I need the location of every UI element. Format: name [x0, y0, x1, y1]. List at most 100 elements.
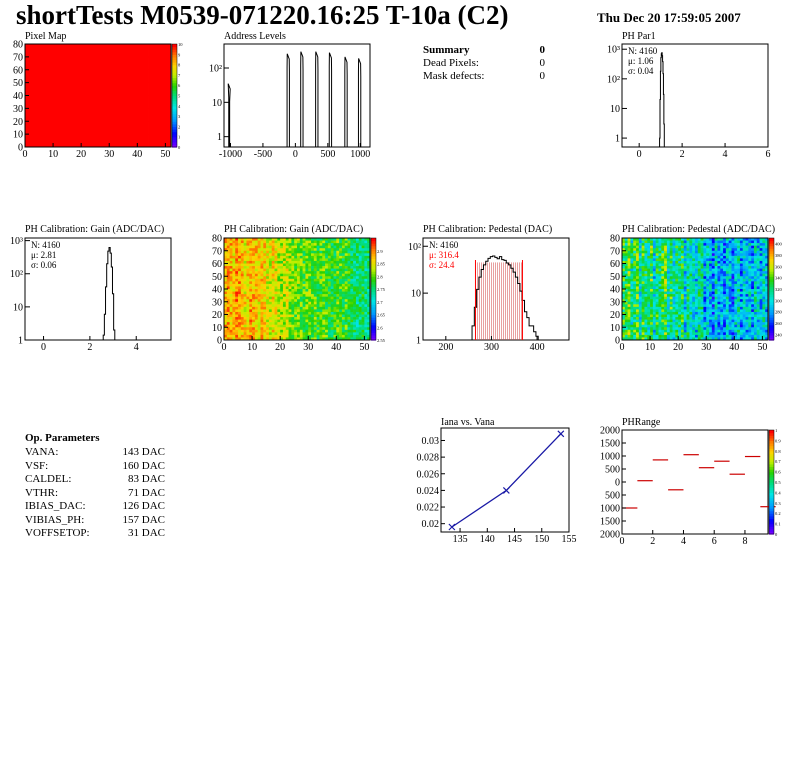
heatmap-cell	[322, 240, 326, 244]
heatmap-cell	[285, 260, 289, 264]
heatmap-cell	[675, 238, 679, 241]
heatmap-cell	[709, 278, 713, 282]
heatmap-cell	[636, 294, 640, 297]
heatmap-cell	[361, 306, 365, 310]
heatmap-cell	[238, 238, 242, 241]
heatmap-cell	[274, 332, 278, 336]
heatmap-cell	[680, 248, 685, 252]
heatmap-cell	[254, 322, 258, 325]
heatmap-cell	[695, 329, 699, 333]
heatmap-cell	[311, 250, 315, 254]
heatmap-cell	[683, 291, 687, 295]
heatmap-cell	[709, 306, 713, 310]
heatmap-cell	[706, 317, 710, 320]
heatmap-cell	[69, 108, 82, 122]
heatmap-cell	[226, 243, 230, 246]
heatmap-cell	[319, 268, 323, 272]
heatmap-cell	[647, 304, 651, 308]
heatmap-cell	[313, 296, 317, 300]
heatmap-cell	[720, 250, 724, 254]
heatmap-cell	[240, 322, 244, 325]
heatmap-cell	[748, 332, 752, 336]
heatmap-cell	[751, 296, 755, 300]
heatmap-cell	[737, 309, 741, 313]
heatmap-cell	[347, 258, 351, 262]
heatmap-cell	[686, 314, 690, 318]
heatmap-cell	[638, 299, 642, 303]
heatmap-cell	[232, 329, 236, 333]
heatmap-cell	[636, 260, 640, 264]
color-scale-label: 0.4	[775, 490, 781, 495]
heatmap-cell	[249, 322, 253, 325]
heatmap-cell	[311, 311, 315, 315]
heatmap-cell	[680, 294, 685, 297]
heatmap-cell	[277, 329, 281, 333]
heatmap-cell	[664, 286, 668, 290]
heatmap-cell	[714, 243, 718, 246]
heatmap-cell	[266, 283, 270, 287]
heatmap-cell	[316, 266, 320, 269]
heatmap-cell	[737, 301, 741, 305]
heatmap-cell	[266, 276, 270, 280]
color-scale	[768, 429, 775, 535]
heatmap-cell	[709, 245, 713, 249]
heatmap-cell	[753, 276, 758, 280]
heatmap-cell	[364, 327, 368, 331]
color-scale-band	[172, 72, 177, 76]
heatmap-cell	[347, 286, 351, 290]
heatmap-cell	[644, 260, 648, 264]
heatmap-cell	[641, 258, 645, 262]
heatmap-cell	[742, 291, 746, 295]
heatmap-cell	[277, 332, 281, 336]
heatmap-cell	[126, 108, 138, 122]
heatmap-cell	[762, 291, 766, 295]
heatmap-cell	[630, 255, 634, 259]
heatmap-cell	[686, 327, 690, 331]
heatmap-cell	[661, 304, 665, 308]
heatmap-cell	[268, 271, 273, 274]
heatmap-cell	[229, 278, 233, 282]
heatmap-cell	[364, 329, 368, 333]
heatmap-cell	[745, 317, 749, 320]
heatmap-cell	[751, 294, 755, 297]
heatmap-cell	[325, 337, 329, 341]
heatmap-cell	[246, 301, 250, 305]
heatmap-cell	[666, 337, 671, 341]
heatmap-cell	[271, 278, 275, 282]
heatmap-cell	[92, 56, 105, 71]
heatmap-cell	[243, 324, 247, 328]
heatmap-cell	[308, 271, 312, 274]
heatmap-cell	[341, 258, 346, 262]
heatmap-cell	[322, 243, 326, 246]
heatmap-cell	[322, 273, 326, 277]
heatmap-cell	[751, 266, 755, 269]
heatmap-cell	[238, 250, 242, 254]
heatmap-cell	[723, 253, 727, 257]
heatmap-cell	[689, 291, 693, 295]
heatmap-cell	[232, 327, 236, 331]
heatmap-cell	[664, 271, 668, 274]
heatmap-cell	[700, 253, 704, 257]
heatmap-cell	[243, 304, 247, 308]
heatmap-cell	[664, 273, 668, 277]
heatmap-cell	[714, 289, 718, 292]
heatmap-cell	[627, 286, 631, 290]
heatmap-cell	[238, 294, 242, 297]
heatmap-cell	[700, 322, 704, 325]
heatmap-cell	[666, 334, 671, 338]
heatmap-cell	[723, 296, 727, 300]
heatmap-cell	[745, 324, 749, 328]
heatmap-cell	[252, 334, 256, 338]
heatmap-cell	[678, 273, 682, 277]
heatmap-cell	[633, 294, 637, 297]
heatmap-cell	[330, 309, 334, 313]
heatmap-cell	[709, 291, 713, 295]
heatmap-cell	[299, 309, 303, 313]
heatmap-cell	[319, 289, 323, 292]
heatmap-cell	[297, 268, 301, 272]
heatmap-cell	[333, 281, 337, 285]
heatmap-cell	[734, 240, 738, 244]
heatmap-cell	[697, 309, 701, 313]
heatmap-cell	[25, 44, 37, 58]
heatmap-cell	[627, 258, 631, 262]
